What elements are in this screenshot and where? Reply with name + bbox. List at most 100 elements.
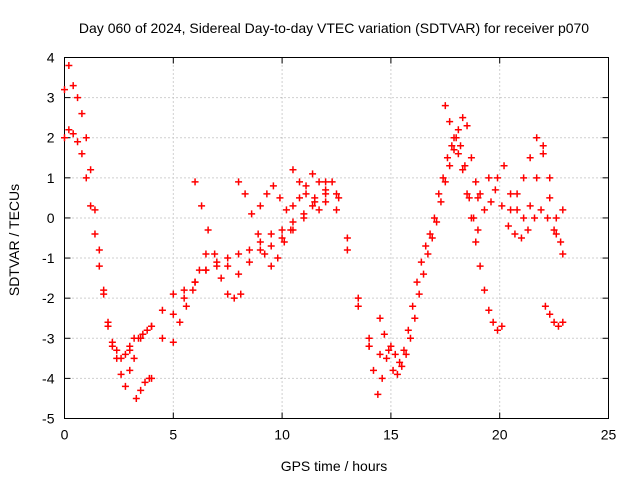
data-point <box>374 390 382 398</box>
data-point <box>511 230 519 238</box>
data-point <box>141 378 149 386</box>
data-point <box>507 206 515 214</box>
y-tick-label: 3 <box>47 90 55 106</box>
data-point <box>409 302 417 310</box>
data-point <box>78 150 86 158</box>
data-point <box>393 370 401 378</box>
y-tick-label: -1 <box>42 250 55 266</box>
data-point <box>235 178 243 186</box>
data-point <box>476 190 484 198</box>
data-point <box>256 202 264 210</box>
data-point <box>554 322 562 330</box>
x-tick-label: 0 <box>61 427 69 443</box>
plot-frame <box>64 57 609 419</box>
data-point <box>95 246 103 254</box>
y-tick-label: 2 <box>47 130 55 146</box>
data-point <box>463 122 471 130</box>
data-point <box>224 290 232 298</box>
data-point <box>230 294 238 302</box>
data-point <box>500 162 508 170</box>
data-point <box>217 274 225 282</box>
data-point <box>91 206 99 214</box>
series-arc-h <box>235 178 295 270</box>
data-point <box>422 242 430 250</box>
data-point <box>443 154 451 162</box>
data-point <box>420 270 428 278</box>
x-tick-label: 20 <box>492 427 508 443</box>
data-point <box>335 194 343 202</box>
data-point <box>441 178 449 186</box>
data-point <box>113 354 121 362</box>
data-point <box>235 250 243 258</box>
series-arc-a <box>61 62 156 362</box>
data-point <box>552 214 560 222</box>
data-point <box>169 338 177 346</box>
data-point <box>404 326 412 334</box>
data-point <box>533 134 541 142</box>
data-point <box>446 118 454 126</box>
data-point <box>148 322 156 330</box>
data-point <box>459 166 467 174</box>
data-point <box>278 234 286 242</box>
data-point <box>494 326 502 334</box>
data-point <box>302 190 310 198</box>
data-point <box>454 126 462 134</box>
data-point <box>82 174 90 182</box>
data-point <box>494 174 502 182</box>
data-point <box>139 330 147 338</box>
data-point <box>148 374 156 382</box>
data-point <box>485 174 493 182</box>
data-point <box>520 174 528 182</box>
y-tick-label: 1 <box>47 170 55 186</box>
data-point <box>300 214 308 222</box>
series-arc-d <box>126 178 373 354</box>
series-arc-c <box>132 374 156 402</box>
data-point <box>245 258 253 266</box>
data-point <box>315 178 323 186</box>
series-arc-j <box>289 166 330 214</box>
data-point <box>457 142 465 150</box>
data-point <box>198 202 206 210</box>
data-point <box>191 178 199 186</box>
data-point <box>254 230 262 238</box>
data-point <box>389 366 397 374</box>
data-point <box>189 286 197 294</box>
data-point <box>461 162 469 170</box>
data-point <box>498 202 506 210</box>
data-point <box>526 154 534 162</box>
data-point <box>550 226 558 234</box>
data-point <box>533 174 541 182</box>
y-tick-label: -2 <box>42 290 55 306</box>
data-point <box>328 178 336 186</box>
data-point <box>282 206 290 214</box>
data-point <box>559 250 567 258</box>
data-point <box>108 342 116 350</box>
data-point <box>526 202 534 210</box>
data-point <box>539 142 547 150</box>
data-point <box>437 198 445 206</box>
data-point <box>474 226 482 234</box>
data-point <box>269 182 277 190</box>
data-point <box>237 290 245 298</box>
data-point <box>278 226 286 234</box>
data-point <box>69 82 77 90</box>
data-point <box>474 194 482 202</box>
data-point <box>126 346 134 354</box>
data-point <box>289 218 297 226</box>
data-point <box>424 250 432 258</box>
series-arc-n <box>474 142 567 258</box>
data-point <box>376 314 384 322</box>
data-point <box>415 290 423 298</box>
series-arc-o <box>485 174 565 246</box>
series-arc-b <box>61 126 138 390</box>
data-point <box>302 182 310 190</box>
data-point <box>411 314 419 322</box>
data-point <box>333 206 340 214</box>
data-point <box>191 278 199 286</box>
data-point <box>130 354 138 362</box>
data-point <box>467 214 475 222</box>
data-point <box>485 306 493 314</box>
data-point <box>82 134 90 142</box>
data-point <box>121 350 129 358</box>
